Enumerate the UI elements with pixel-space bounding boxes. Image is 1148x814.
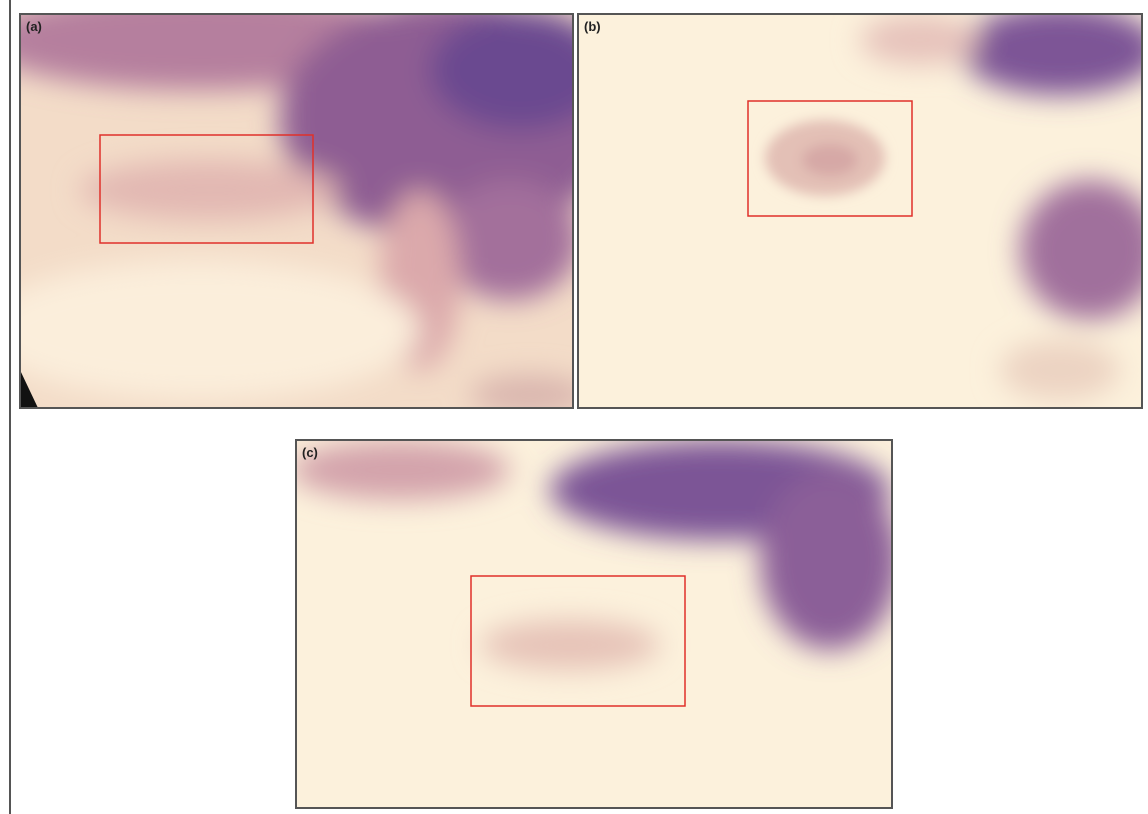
panel-c-image xyxy=(290,440,900,808)
page: {"panels": [{"label": "(a)"}, {"label": … xyxy=(0,0,1148,814)
panel-a-image xyxy=(0,0,620,415)
panel-label: (a) xyxy=(26,19,42,34)
panel-label: (c) xyxy=(302,445,318,460)
panel-label: (b) xyxy=(584,19,601,34)
panel-b-image xyxy=(578,5,1148,408)
figure: (a) (b) (c) xyxy=(0,0,1148,814)
